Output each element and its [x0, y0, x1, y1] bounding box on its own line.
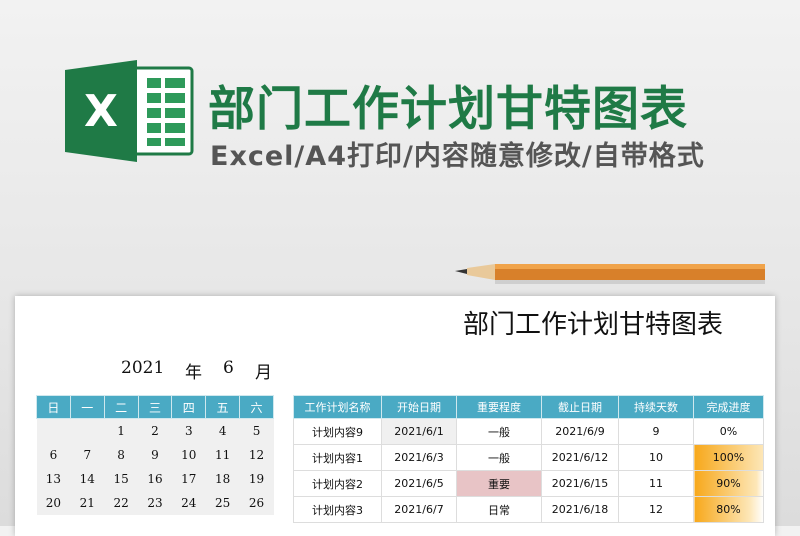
- banner-subtitle: Excel/A4打印/内容随意修改/自带格式: [210, 141, 705, 172]
- cell-progress[interactable]: 100%: [693, 444, 764, 471]
- calendar-day[interactable]: 24: [171, 490, 206, 515]
- calendar-day[interactable]: 25: [205, 490, 240, 515]
- cell-end[interactable]: 2021/6/18: [541, 496, 619, 523]
- cell-name[interactable]: 计划内容1: [293, 444, 382, 471]
- calendar-day[interactable]: 19: [239, 466, 274, 491]
- cell-start[interactable]: 2021/6/3: [381, 444, 457, 471]
- calendar-day[interactable]: 13: [36, 466, 71, 491]
- calendar-day[interactable]: 26: [239, 490, 274, 515]
- calendar-week: 6 7 8 9 10 11 12: [36, 442, 274, 467]
- calendar-day[interactable]: 17: [171, 466, 206, 491]
- calendar-day[interactable]: 15: [104, 466, 139, 491]
- weekday-header: 六: [239, 395, 274, 419]
- calendar-week: 20 21 22 23 24 25 26: [36, 490, 274, 515]
- column-header[interactable]: 工作计划名称: [293, 395, 382, 419]
- weekday-header: 三: [137, 395, 173, 419]
- cell-name[interactable]: 计划内容9: [293, 418, 382, 445]
- cell-name[interactable]: 计划内容2: [293, 470, 382, 497]
- calendar-day[interactable]: 16: [138, 466, 172, 491]
- column-header[interactable]: 完成进度: [693, 395, 764, 419]
- calendar-day[interactable]: 12: [239, 442, 274, 467]
- column-header[interactable]: 持续天数: [618, 395, 694, 419]
- calendar-day[interactable]: 11: [205, 442, 240, 467]
- cell-priority[interactable]: 一般: [456, 418, 542, 445]
- year-unit: 年: [185, 363, 202, 383]
- cell-progress[interactable]: 90%: [693, 470, 764, 497]
- column-header[interactable]: 开始日期: [381, 395, 457, 419]
- weekday-header: 一: [69, 395, 105, 419]
- month-unit: 月: [255, 363, 272, 383]
- calendar-day[interactable]: 21: [70, 490, 105, 515]
- calendar-day[interactable]: 7: [70, 442, 105, 467]
- cell-start[interactable]: 2021/6/1: [381, 418, 457, 445]
- calendar-day[interactable]: 4: [205, 418, 240, 443]
- sheet-title: 部门工作计划甘特图表: [463, 310, 724, 340]
- calendar-day[interactable]: 20: [36, 490, 71, 515]
- calendar-day[interactable]: 6: [36, 442, 71, 467]
- month-value: 6: [223, 358, 234, 378]
- pencil-icon: [455, 264, 765, 284]
- year-value: 2021: [121, 358, 165, 378]
- calendar-day[interactable]: 5: [239, 418, 274, 443]
- cell-days[interactable]: 12: [618, 496, 694, 523]
- calendar-day[interactable]: 23: [138, 490, 172, 515]
- calendar-day[interactable]: 14: [70, 466, 105, 491]
- column-header[interactable]: 截止日期: [541, 395, 619, 419]
- calendar-day[interactable]: [36, 418, 71, 443]
- cell-progress[interactable]: 80%: [693, 496, 764, 523]
- cell-days[interactable]: 10: [618, 444, 694, 471]
- weekday-header: 四: [171, 395, 207, 419]
- calendar-day[interactable]: 1: [104, 418, 139, 443]
- cell-end[interactable]: 2021/6/12: [541, 444, 619, 471]
- calendar-week: 13 14 15 16 17 18 19: [36, 466, 274, 491]
- cell-end[interactable]: 2021/6/15: [541, 470, 619, 497]
- plan-table: 工作计划名称 开始日期 重要程度 截止日期 持续天数 完成进度 计划内容9 2021/6/1…: [293, 395, 764, 523]
- cell-progress[interactable]: 0%: [693, 418, 764, 445]
- banner-title: 部门工作计划甘特图表: [208, 82, 688, 137]
- table-row: 计划内容9 2021/6/1 一般 2021/6/9 9 0%: [293, 418, 764, 445]
- calendar-day[interactable]: 22: [104, 490, 139, 515]
- table-row: 计划内容2 2021/6/5 重要 2021/6/15 11 90%: [293, 470, 764, 497]
- column-header[interactable]: 重要程度: [456, 395, 542, 419]
- calendar-day[interactable]: [70, 418, 105, 443]
- cell-start[interactable]: 2021/6/5: [381, 470, 457, 497]
- cell-name[interactable]: 计划内容3: [293, 496, 382, 523]
- cell-priority[interactable]: 重要: [456, 470, 542, 497]
- table-row: 计划内容3 2021/6/7 日常 2021/6/18 12 80%: [293, 496, 764, 523]
- calendar-day[interactable]: 2: [138, 418, 172, 443]
- table-row: 计划内容1 2021/6/3 一般 2021/6/12 10 100%: [293, 444, 764, 471]
- cell-priority[interactable]: 一般: [456, 444, 542, 471]
- cell-days[interactable]: 9: [618, 418, 694, 445]
- weekday-header: 二: [103, 395, 139, 419]
- calendar-day[interactable]: 9: [138, 442, 172, 467]
- cell-priority[interactable]: 日常: [456, 496, 542, 523]
- calendar: 日一二三四五六 1 2 3 4 5 6 7 8 9 10 11 12 13 14 15 16 17 18 19 20 2…: [36, 395, 274, 515]
- calendar-day[interactable]: 18: [205, 466, 240, 491]
- calendar-day[interactable]: 3: [171, 418, 206, 443]
- excel-logo-icon: X: [65, 60, 194, 162]
- calendar-day[interactable]: 8: [104, 442, 139, 467]
- cell-end[interactable]: 2021/6/9: [541, 418, 619, 445]
- cell-days[interactable]: 11: [618, 470, 694, 497]
- weekday-header: 日: [36, 395, 71, 419]
- logo-letter: X: [84, 86, 118, 137]
- cell-start[interactable]: 2021/6/7: [381, 496, 457, 523]
- weekday-header: 五: [205, 395, 241, 419]
- calendar-day[interactable]: 10: [171, 442, 206, 467]
